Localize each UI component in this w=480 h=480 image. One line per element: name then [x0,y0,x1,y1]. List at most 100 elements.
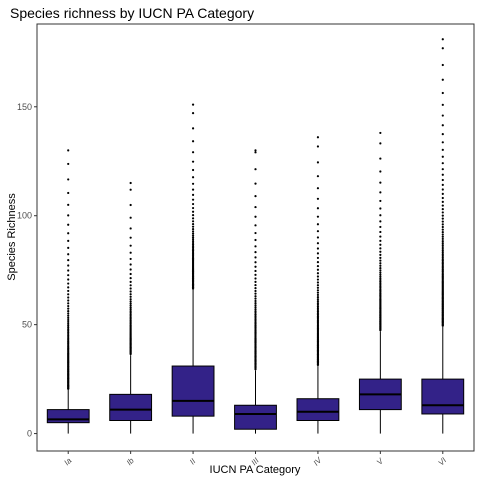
outlier-point [316,252,320,255]
outlier-point [316,264,320,268]
outlier-point [254,297,257,300]
outlier-point [316,286,320,289]
outlier-point [129,293,132,296]
outlier-point [67,307,70,310]
outlier-point [316,301,320,305]
outlier-point [316,300,320,303]
outlier-point [441,217,444,220]
outlier-point [441,196,444,200]
outlier-point [129,276,132,280]
outlier-point [129,216,132,219]
outlier-point [67,214,70,217]
x-tick-label: V [375,456,386,467]
outlier-point [379,283,382,286]
outlier-point [441,91,444,95]
outlier-point [67,286,70,289]
outlier-point [191,238,195,241]
outlier-point [441,245,444,249]
outlier-point [441,38,444,41]
outlier-point [254,309,257,313]
outlier-point [129,284,132,287]
outlier-point [254,149,257,152]
outlier-point [191,220,195,223]
x-tick-label: VI [437,455,449,467]
outlier-point [379,220,382,223]
y-axis-title: Species Richness [6,193,18,281]
outlier-point [254,251,257,254]
outlier-point [191,151,195,154]
outlier-point [67,328,70,331]
outlier-point [316,293,320,297]
outlier-point [254,315,257,318]
outlier-point [316,236,320,239]
outlier-point [254,273,257,276]
outlier-point [316,187,320,190]
outlier-point [67,289,70,293]
outlier-point [316,242,320,245]
box-group [46,149,90,434]
outlier-point [191,222,195,226]
outlier-point [441,114,444,117]
outlier-point [129,313,132,316]
x-tick-label: Ia [62,456,73,467]
outlier-point [191,188,195,191]
outlier-point [191,240,195,243]
y-tick-label: 0 [27,429,32,439]
outlier-point [67,191,70,195]
outlier-point [441,233,444,236]
outlier-point [379,277,382,280]
outlier-point [129,290,132,293]
outlier-point [379,170,382,173]
box-group [358,131,402,434]
outlier-point [254,168,257,171]
outlier-point [379,285,382,288]
outlier-point [441,239,444,243]
outlier-point [67,309,70,313]
outlier-point [67,178,70,181]
box-iqr [234,404,277,430]
outlier-point [191,210,195,213]
outlier-point [316,136,320,139]
outlier-point [191,112,195,115]
outlier-point [441,257,444,261]
outlier-point [129,304,132,307]
outlier-point [379,247,382,250]
outlier-point [316,281,320,284]
outlier-point [191,246,195,249]
outlier-point [129,314,132,318]
outlier-point [379,275,382,278]
outlier-point [441,242,444,245]
outlier-point [441,253,444,256]
outlier-point [67,296,70,299]
chart-title: Species richness by IUCN PA Category [10,5,254,21]
outlier-point [316,272,320,275]
outlier-point [129,236,132,239]
outlier-point [67,259,70,262]
outlier-point [254,313,257,316]
outlier-point [254,205,257,209]
outlier-point [316,305,320,308]
outlier-point [254,308,257,311]
outlier-point [441,178,444,182]
outlier-point [191,206,195,210]
outlier-point [254,311,257,314]
outlier-point [316,310,320,313]
outlier-point [191,243,195,246]
outlier-point [441,259,444,262]
outlier-point [441,204,444,207]
outlier-point [441,155,444,158]
y-tick-label: 150 [17,102,32,112]
outlier-point [254,224,257,227]
outlier-point [379,278,382,282]
outlier-point [316,291,320,294]
outlier-point [316,247,320,250]
outlier-point [316,278,320,281]
outlier-point [441,188,444,191]
outlier-point [129,227,132,230]
outlier-point [441,249,444,252]
outlier-point [441,148,444,151]
outlier-point [129,310,132,313]
outlier-point [441,254,444,257]
outlier-point [379,269,382,272]
